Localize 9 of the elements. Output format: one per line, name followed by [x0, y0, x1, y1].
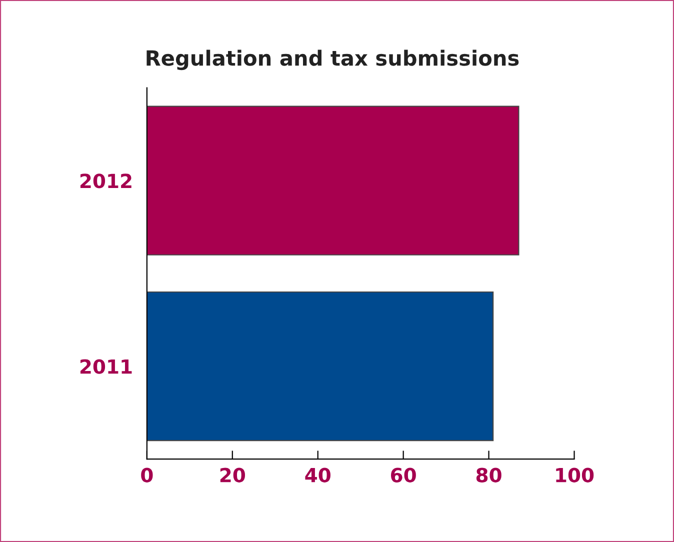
y-tick-label: 2011: [80, 359, 132, 374]
x-tick-label: 60: [391, 468, 416, 482]
x-tick-label: 80: [476, 468, 502, 482]
x-tick-label: 100: [556, 468, 594, 482]
chart-title: Regulation and tax submissions: [146, 50, 519, 70]
y-tick-label: 2012: [80, 174, 132, 188]
x-tick-label: 0: [141, 468, 153, 482]
x-tick-label: 40: [305, 468, 330, 482]
x-tick-label: 20: [220, 468, 245, 482]
